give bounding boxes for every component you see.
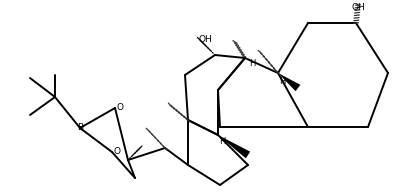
Text: O: O — [113, 147, 120, 157]
Text: H: H — [219, 137, 225, 146]
Text: O: O — [117, 104, 124, 113]
Text: H: H — [279, 77, 285, 87]
Text: OH: OH — [198, 35, 212, 44]
Text: H: H — [249, 58, 255, 67]
Polygon shape — [218, 135, 250, 158]
Text: OH: OH — [351, 4, 365, 12]
Text: B: B — [77, 123, 83, 132]
Polygon shape — [278, 73, 300, 91]
